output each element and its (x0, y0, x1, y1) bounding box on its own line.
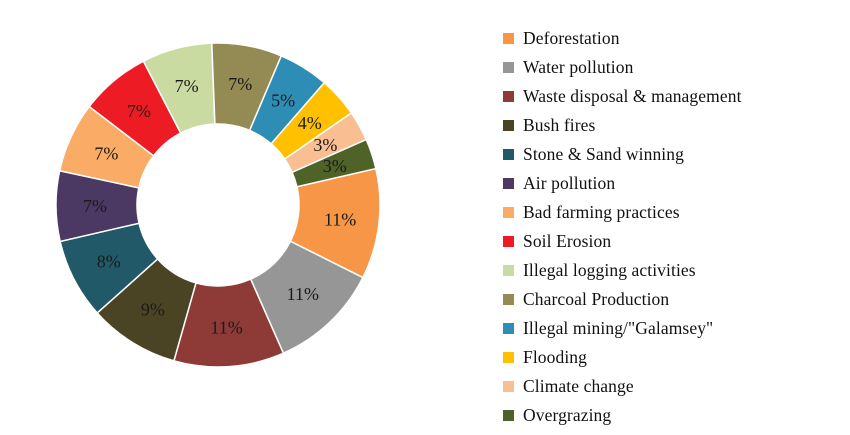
chart-legend: Deforestation Water pollution Waste dispos… (503, 24, 742, 430)
legend-label: Flooding (523, 347, 588, 367)
slice-data-label: 7% (127, 101, 151, 121)
legend-label: Bad farming practices (523, 202, 680, 222)
legend-label: Illegal logging activities (523, 260, 696, 280)
legend-label: Water pollution (523, 57, 634, 77)
slice-data-label: 8% (97, 252, 121, 272)
legend-item: Charcoal Production (503, 285, 742, 314)
slice-data-label: 11% (287, 284, 319, 304)
legend-item: Air pollution (503, 169, 742, 198)
legend-swatch (503, 62, 514, 73)
legend-swatch (503, 294, 514, 305)
legend-swatch (503, 207, 514, 218)
slice-data-label: 11% (210, 318, 242, 338)
legend-label: Charcoal Production (523, 289, 670, 309)
legend-swatch (503, 120, 514, 131)
legend-swatch (503, 410, 514, 421)
legend-label: Overgrazing (523, 405, 612, 425)
legend-item: Flooding (503, 343, 742, 372)
donut-slice-14 (291, 138, 377, 188)
slice-data-label: 9% (141, 299, 165, 319)
slice-data-label: 7% (228, 74, 252, 94)
legend-label: Air pollution (523, 173, 616, 193)
legend-item: Stone & Sand winning (503, 140, 742, 169)
legend-label: Waste disposal & management (523, 86, 742, 106)
legend-label: Illegal mining/"Galamsey" (523, 318, 714, 338)
legend-item: Illegal mining/"Galamsey" (503, 314, 742, 343)
legend-swatch (503, 236, 514, 247)
legend-swatch (503, 91, 514, 102)
legend-label: Stone & Sand winning (523, 144, 684, 164)
legend-item: Water pollution (503, 53, 742, 82)
legend-item: Illegal logging activities (503, 256, 742, 285)
legend-swatch (503, 178, 514, 189)
slice-data-label: 7% (175, 76, 199, 96)
slice-data-label: 3% (323, 156, 347, 176)
slice-data-label: 7% (83, 196, 107, 216)
slice-data-label: 7% (94, 143, 118, 163)
legend-item: Waste disposal & management (503, 82, 742, 111)
legend-label: Climate change (523, 376, 634, 396)
slice-data-label: 5% (271, 91, 295, 111)
legend-item: Overgrazing (503, 401, 742, 430)
slice-data-label: 11% (324, 210, 356, 230)
legend-swatch (503, 33, 514, 44)
legend-item: Deforestation (503, 24, 742, 53)
slice-data-label: 3% (313, 135, 337, 155)
legend-swatch (503, 265, 514, 276)
legend-item: Bad farming practices (503, 198, 742, 227)
legend-label: Bush fires (523, 115, 596, 135)
legend-item: Bush fires (503, 111, 742, 140)
legend-swatch (503, 323, 514, 334)
legend-swatch (503, 381, 514, 392)
legend-item: Climate change (503, 372, 742, 401)
legend-label: Soil Erosion (523, 231, 612, 251)
legend-swatch (503, 149, 514, 160)
legend-item: Soil Erosion (503, 227, 742, 256)
legend-swatch (503, 352, 514, 363)
legend-label: Deforestation (523, 28, 620, 48)
slice-data-label: 4% (298, 113, 322, 133)
